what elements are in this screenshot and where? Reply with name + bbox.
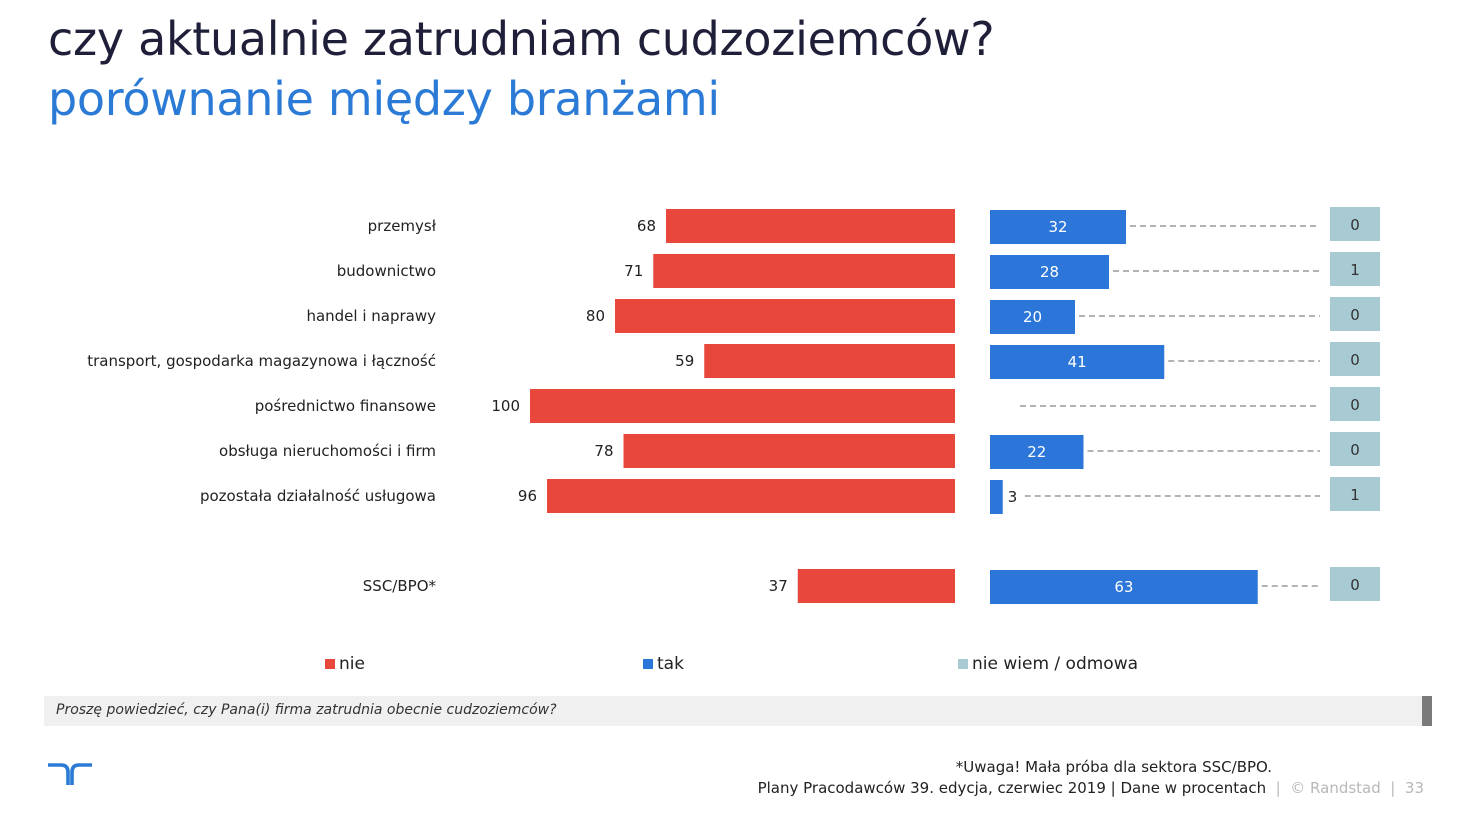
box-nie-wiem <box>1330 252 1380 286</box>
bar-nie <box>623 434 955 468</box>
bar-tak <box>990 480 1003 514</box>
footnote: *Uwaga! Mała próba dla sektora SSC/BPO. <box>955 758 1272 776</box>
category-label: transport, gospodarka magazynowa i łączn… <box>87 352 436 370</box>
survey-question-bar: Proszę powiedzieć, czy Pana(i) firma zat… <box>44 696 1432 726</box>
box-nie-wiem <box>1330 207 1380 241</box>
bar-nie <box>666 209 955 243</box>
box-nie-wiem <box>1330 387 1380 421</box>
value-label-nie: 71 <box>624 262 643 280</box>
value-label-nie: 68 <box>637 217 656 235</box>
box-nie-wiem <box>1330 432 1380 466</box>
value-label-nie: 100 <box>491 397 520 415</box>
survey-question: Proszę powiedzieć, czy Pana(i) firma zat… <box>56 702 557 718</box>
value-label-nie-wiem: 1 <box>1350 486 1360 504</box>
value-label-tak: 28 <box>1040 263 1059 281</box>
legend-label-tak: tak <box>657 654 684 674</box>
value-label-tak: 22 <box>1027 443 1046 461</box>
bar-nie <box>704 344 955 378</box>
category-label: przemysł <box>368 217 437 235</box>
category-label: pośrednictwo finansowe <box>255 397 436 415</box>
legend-item-nie-wiem: nie wiem / odmowa <box>958 654 1138 674</box>
bar-nie <box>615 299 955 333</box>
bar-tak <box>990 345 1165 379</box>
value-label-nie: 59 <box>675 352 694 370</box>
value-label-nie-wiem: 0 <box>1350 216 1360 234</box>
value-label-tak: 32 <box>1048 218 1067 236</box>
bar-tak <box>990 570 1258 604</box>
page-title: czy aktualnie zatrudniam cudzoziemców? <box>48 12 995 66</box>
box-nie-wiem <box>1330 297 1380 331</box>
footer: Plany Pracodawców 39. edycja, czerwiec 2… <box>758 779 1424 797</box>
value-label-nie: 37 <box>769 577 788 595</box>
bar-nie <box>530 389 955 423</box>
legend-label-nie-wiem: nie wiem / odmowa <box>972 654 1139 674</box>
value-label-nie-wiem: 1 <box>1350 261 1360 279</box>
legend-item-tak: tak <box>643 654 684 674</box>
value-label-tak: 63 <box>1114 578 1133 596</box>
value-label-nie: 80 <box>586 307 605 325</box>
footer-divider-2: | <box>1380 779 1405 797</box>
legend-label-nie: nie <box>339 654 365 674</box>
footer-source: Plany Pracodawców 39. edycja, czerwiec 2… <box>757 779 1106 797</box>
randstad-logo-icon <box>48 763 92 785</box>
value-label-tak: 20 <box>1023 308 1042 326</box>
value-label-nie: 96 <box>518 487 537 505</box>
footer-divider: | <box>1266 779 1291 797</box>
legend-swatch-nie <box>325 659 335 669</box>
bar-tak <box>990 210 1126 244</box>
page-number: 33 <box>1404 779 1424 797</box>
value-label-nie: 78 <box>594 442 613 460</box>
box-nie-wiem <box>1330 342 1380 376</box>
bar-tak <box>990 300 1075 334</box>
footer-units: Dane w procentach <box>1120 779 1267 797</box>
value-label-nie-wiem: 0 <box>1350 576 1360 594</box>
category-label: budownictwo <box>337 262 436 280</box>
category-label: handel i naprawy <box>306 307 436 325</box>
legend-swatch-nie-wiem <box>958 659 968 669</box>
category-label: obsługa nieruchomości i firm <box>219 442 436 460</box>
value-label-nie-wiem: 0 <box>1350 441 1360 459</box>
value-label-tak: 3 <box>1008 488 1018 506</box>
footer-separator: | <box>1105 779 1121 797</box>
legend-item-nie: nie <box>325 654 365 674</box>
category-label: SSC/BPO* <box>363 577 437 595</box>
bar-tak <box>990 435 1084 469</box>
bar-nie <box>547 479 955 513</box>
value-label-nie-wiem: 0 <box>1350 351 1360 369</box>
legend-swatch-tak <box>643 659 653 669</box>
category-label: pozostała działalność usługowa <box>200 487 436 505</box>
box-nie-wiem <box>1330 477 1380 511</box>
value-label-nie-wiem: 0 <box>1350 396 1360 414</box>
bar-tak <box>990 255 1109 289</box>
box-nie-wiem <box>1330 567 1380 601</box>
footer-copyright: © Randstad <box>1290 779 1381 797</box>
value-label-nie-wiem: 0 <box>1350 306 1360 324</box>
bar-nie <box>653 254 955 288</box>
value-label-tak: 41 <box>1068 353 1087 371</box>
page-subtitle: porównanie między branżami <box>48 72 720 126</box>
chart-legend: nie tak nie wiem / odmowa <box>0 654 1466 678</box>
bar-nie <box>797 569 955 603</box>
